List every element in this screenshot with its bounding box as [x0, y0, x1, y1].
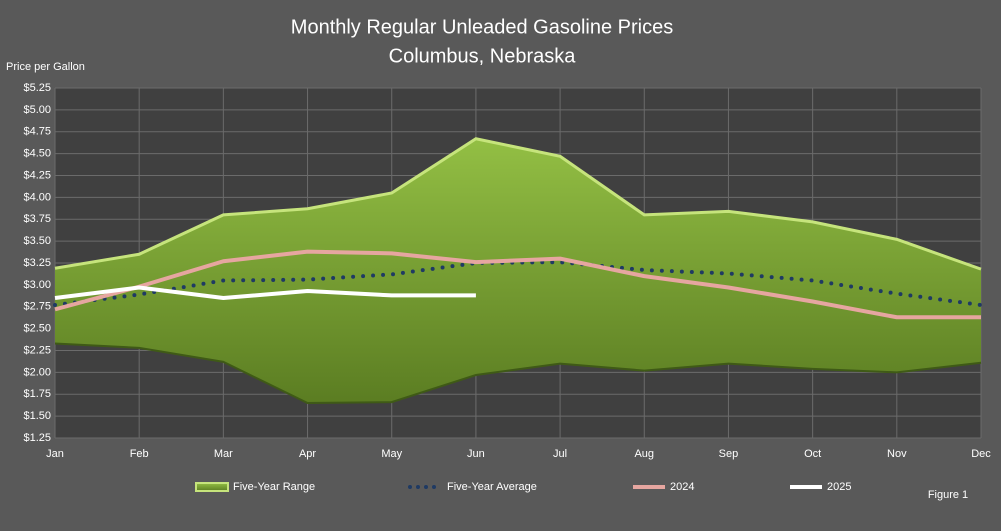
x-tick-label: Jan: [46, 448, 64, 460]
legend: Five-Year Range Five-Year Average 2024 2025: [195, 481, 851, 493]
y-tick-label: $3.00: [23, 279, 51, 291]
y-tick-label: $3.50: [23, 235, 51, 247]
y-tick-label: $4.00: [23, 191, 51, 203]
y-axis-label: Price per Gallon: [6, 61, 85, 73]
x-tick-label: Sep: [719, 448, 739, 460]
annotation: Figure 1: [928, 489, 968, 501]
line-series: [54, 249, 981, 320]
x-tick-label: Feb: [130, 448, 149, 460]
x-tick-label: Jul: [553, 448, 567, 460]
x-tick-label: Jun: [467, 448, 485, 460]
x-tick-label: Nov: [887, 448, 907, 460]
y-tick-label: $2.50: [23, 323, 51, 335]
x-tick-label: Aug: [634, 448, 654, 460]
y-tick-label: $3.25: [23, 257, 51, 269]
x-tick-label: Mar: [214, 448, 233, 460]
y-tick-label: $2.00: [23, 366, 51, 378]
x-tick-label: Dec: [971, 448, 991, 460]
x-tick-label: May: [381, 448, 402, 460]
legend-label: 2024: [670, 481, 694, 493]
y-tick-label: $3.75: [23, 213, 51, 225]
y-tick-label: $1.75: [23, 388, 51, 400]
x-tick-label: Apr: [299, 448, 316, 460]
y-tick-label: $1.25: [23, 432, 51, 444]
range-low-edge: [54, 342, 982, 405]
chart-title: Monthly Regular Unleaded Gasoline Prices: [291, 16, 673, 38]
legend-swatch: [195, 482, 229, 492]
y-tick-label: $4.25: [23, 169, 51, 181]
legend-label: 2025: [827, 481, 851, 493]
x-tick-label: Oct: [804, 448, 821, 460]
range-high-edge: [54, 137, 982, 271]
legend-label: Five-Year Range: [233, 481, 315, 493]
chart-subtitle: Columbus, Nebraska: [389, 45, 577, 67]
range-area: [55, 138, 981, 403]
y-tick-label: $5.00: [23, 104, 51, 116]
line-series: [54, 285, 476, 300]
y-tick-label: $4.50: [23, 148, 51, 160]
y-tick-label: $2.25: [23, 344, 51, 356]
y-tick-label: $4.75: [23, 126, 51, 138]
legend-label: Five-Year Average: [447, 481, 537, 493]
y-tick-label: $5.25: [23, 82, 51, 94]
y-tick-label: $2.75: [23, 301, 51, 313]
y-tick-label: $1.50: [23, 410, 51, 422]
marks: [53, 137, 983, 405]
